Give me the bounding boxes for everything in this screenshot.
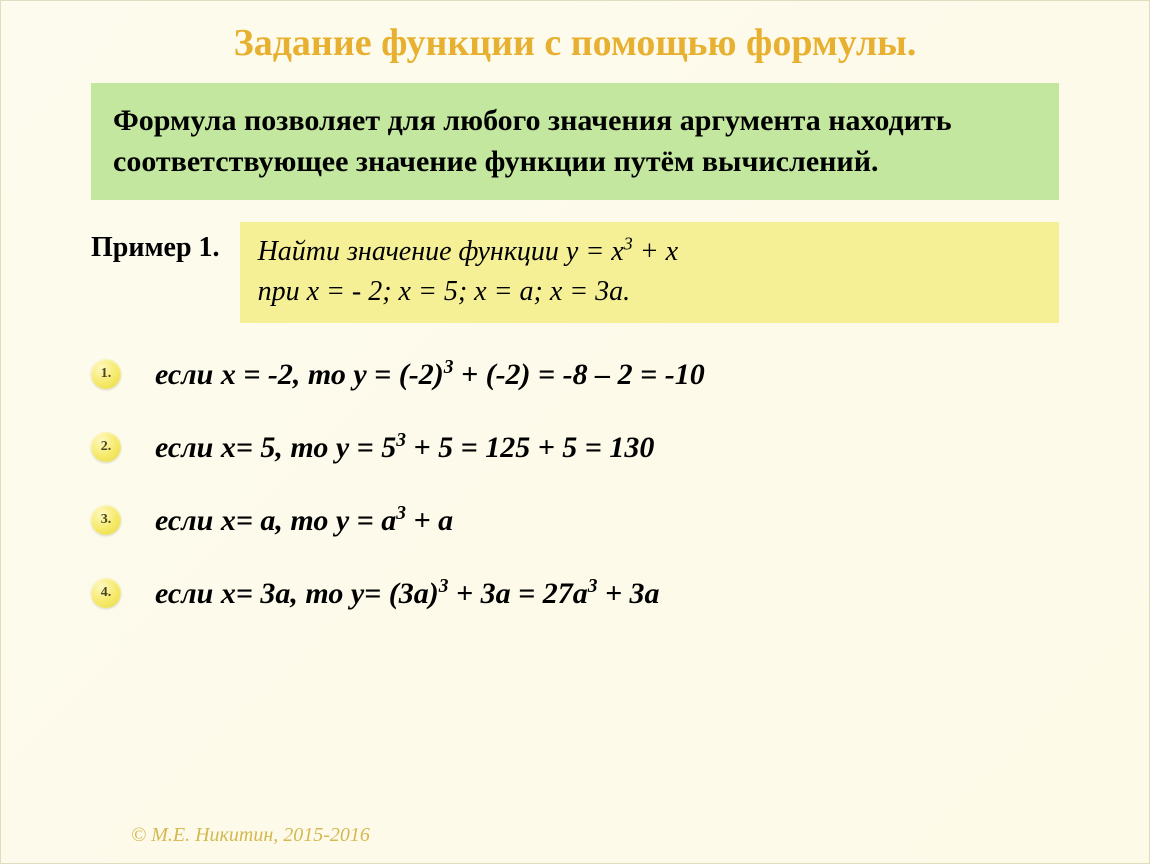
step-text: если x= a, то y = a3 + a	[155, 503, 453, 538]
step-row: 1. если x = -2, то y = (-2)3 + (-2) = -8…	[91, 357, 1089, 392]
step-bullet: 1.	[91, 359, 121, 389]
step-bullet: 2.	[91, 432, 121, 462]
step-row: 2. если x= 5, то y = 53 + 5 = 125 + 5 = …	[91, 430, 1089, 465]
step-text: если x= 5, то y = 53 + 5 = 125 + 5 = 130	[155, 430, 654, 465]
step-row: 4. если x= 3a, то y= (3a)3 + 3a = 27a3 +…	[91, 576, 1089, 611]
example-task-box: Найти значение функции y = x3 + x при x …	[240, 222, 1059, 323]
example-task-line2: при x = - 2; x = 5; x = a; x = 3a.	[258, 272, 1041, 311]
example-task-line1: Найти значение функции y = x3 + x	[258, 232, 1041, 272]
slide: Задание функции с помощью формулы. Форму…	[1, 1, 1149, 863]
steps-list: 1. если x = -2, то y = (-2)3 + (-2) = -8…	[91, 357, 1089, 611]
definition-box: Формула позволяет для любого значения ар…	[91, 83, 1059, 200]
copyright-text: © М.Е. Никитин, 2015-2016	[131, 824, 370, 847]
slide-title: Задание функции с помощью формулы.	[61, 21, 1089, 65]
step-row: 3. если x= a, то y = a3 + a	[91, 503, 1089, 538]
example-row: Пример 1. Найти значение функции y = x3 …	[91, 222, 1059, 323]
step-text: если x= 3a, то y= (3a)3 + 3a = 27a3 + 3a	[155, 576, 660, 611]
example-label: Пример 1.	[91, 222, 220, 264]
step-text: если x = -2, то y = (-2)3 + (-2) = -8 – …	[155, 357, 705, 392]
step-bullet: 3.	[91, 505, 121, 535]
step-bullet: 4.	[91, 578, 121, 608]
